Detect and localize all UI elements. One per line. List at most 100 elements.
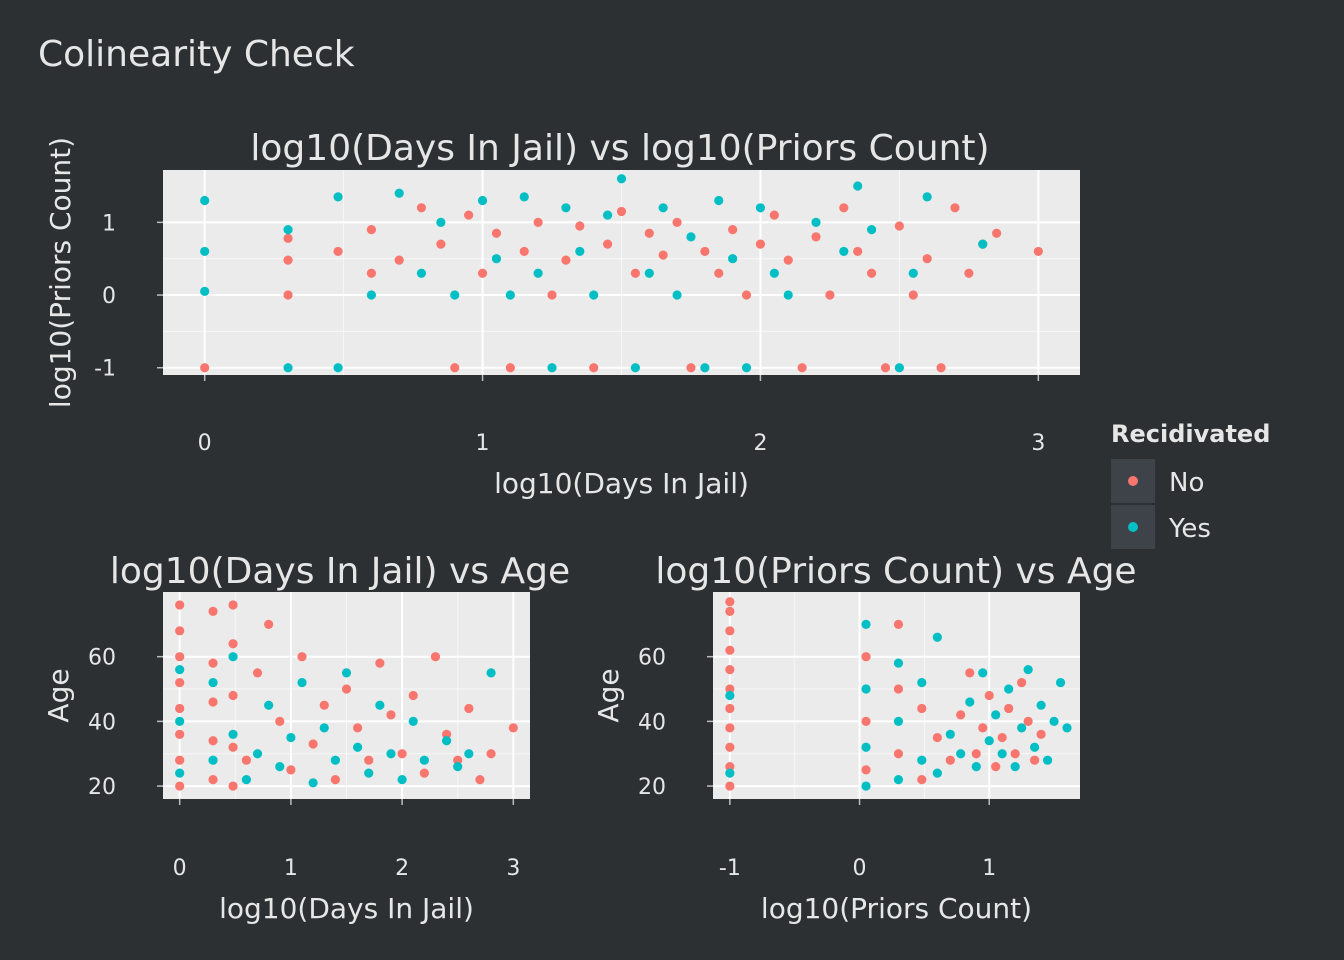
scatter-days-vs-age: 0 1 2 3 20 40 60 log10(Days In Jail) vs Age log1…: [42, 551, 570, 925]
point-no: [917, 703, 927, 714]
x-axis-label: log10(Priors Count): [761, 892, 1032, 925]
point-no: [672, 217, 682, 227]
point-yes: [725, 768, 735, 778]
point-no: [700, 246, 710, 257]
point-no: [464, 703, 474, 714]
point-no: [175, 677, 185, 688]
point-no: [971, 749, 981, 759]
point-no: [936, 363, 946, 373]
x-tick-label: 0: [173, 856, 187, 881]
point-yes: [477, 195, 488, 206]
point-no: [408, 690, 418, 701]
point-no: [364, 755, 374, 765]
point-no: [725, 723, 735, 733]
point-no: [1036, 729, 1046, 739]
point-no: [725, 684, 735, 694]
point-yes: [1017, 723, 1027, 733]
point-yes: [319, 723, 329, 733]
point-yes: [175, 716, 185, 726]
point-no: [333, 246, 343, 257]
point-yes: [208, 755, 218, 765]
point-yes: [861, 619, 871, 629]
point-yes: [364, 768, 374, 778]
x-tick-label: 2: [395, 856, 409, 881]
point-yes: [408, 716, 418, 726]
point-no: [200, 363, 210, 373]
point-yes: [893, 658, 904, 668]
point-no: [175, 626, 185, 636]
point-no: [241, 755, 252, 765]
point-no: [561, 255, 571, 265]
point-no: [375, 658, 385, 668]
point-no: [319, 700, 329, 710]
point-no: [477, 268, 488, 278]
point-yes: [333, 192, 343, 202]
point-no: [341, 684, 352, 694]
point-no: [932, 732, 942, 743]
point-yes: [811, 217, 821, 227]
point-no: [228, 639, 238, 649]
point-yes: [353, 742, 363, 752]
point-no: [252, 668, 263, 678]
point-yes: [956, 749, 966, 759]
point-yes: [965, 697, 975, 707]
point-yes: [839, 246, 849, 257]
point-no: [725, 626, 735, 636]
x-tick-label: 3: [1031, 431, 1045, 456]
point-no: [956, 710, 966, 720]
point-no: [519, 246, 529, 257]
point-no: [950, 203, 960, 213]
point-yes: [672, 290, 682, 300]
point-yes: [861, 742, 871, 752]
point-no: [275, 716, 285, 726]
x-tick-label: 1: [284, 856, 298, 881]
legend: Recidivated No Yes: [1111, 420, 1270, 549]
point-yes: [728, 254, 738, 264]
point-yes: [922, 192, 932, 202]
point-no: [366, 268, 377, 278]
point-no: [430, 652, 441, 662]
point-yes: [547, 363, 557, 373]
point-no: [861, 765, 871, 775]
point-yes: [1036, 700, 1046, 710]
y-axis-label: log10(Priors Count): [44, 137, 77, 408]
scatter-priors-vs-age: -1 0 1 20 40 60 log10(Priors Count) vs Age log1…: [592, 551, 1137, 925]
point-yes: [741, 363, 752, 373]
point-yes: [397, 774, 407, 785]
point-yes: [1010, 762, 1020, 772]
y-axis-label: Age: [592, 668, 625, 722]
point-yes: [533, 268, 543, 278]
point-no: [1004, 703, 1014, 714]
point-yes: [1030, 742, 1040, 752]
point-no: [264, 619, 274, 629]
point-no: [308, 739, 318, 749]
point-yes: [714, 195, 724, 206]
point-no: [603, 239, 613, 249]
x-tick-label: 0: [853, 856, 867, 881]
point-yes: [330, 755, 340, 765]
point-no: [297, 652, 307, 662]
point-no: [861, 652, 871, 662]
point-yes: [453, 762, 463, 772]
point-no: [208, 606, 218, 617]
point-yes: [252, 749, 263, 759]
point-no: [450, 363, 460, 373]
point-no: [853, 246, 863, 257]
point-no: [978, 723, 988, 733]
point-no: [893, 684, 904, 694]
point-no: [453, 755, 463, 765]
scatter-days-vs-priors: 0 1 2 3 -1 0 1 log10(Days In Jail) vs log10(Pri…: [44, 128, 1080, 500]
point-no: [505, 363, 515, 373]
point-no: [228, 781, 238, 791]
point-no: [175, 600, 185, 610]
point-no: [228, 742, 238, 752]
point-yes: [419, 755, 429, 765]
y-tick-label: 1: [102, 211, 116, 236]
point-no: [1023, 716, 1033, 726]
point-yes: [1062, 723, 1072, 733]
y-tick-label: -1: [94, 357, 116, 382]
point-yes: [200, 246, 210, 257]
point-no: [508, 723, 518, 733]
panel-title: log10(Priors Count) vs Age: [655, 551, 1136, 592]
point-yes: [441, 736, 452, 746]
